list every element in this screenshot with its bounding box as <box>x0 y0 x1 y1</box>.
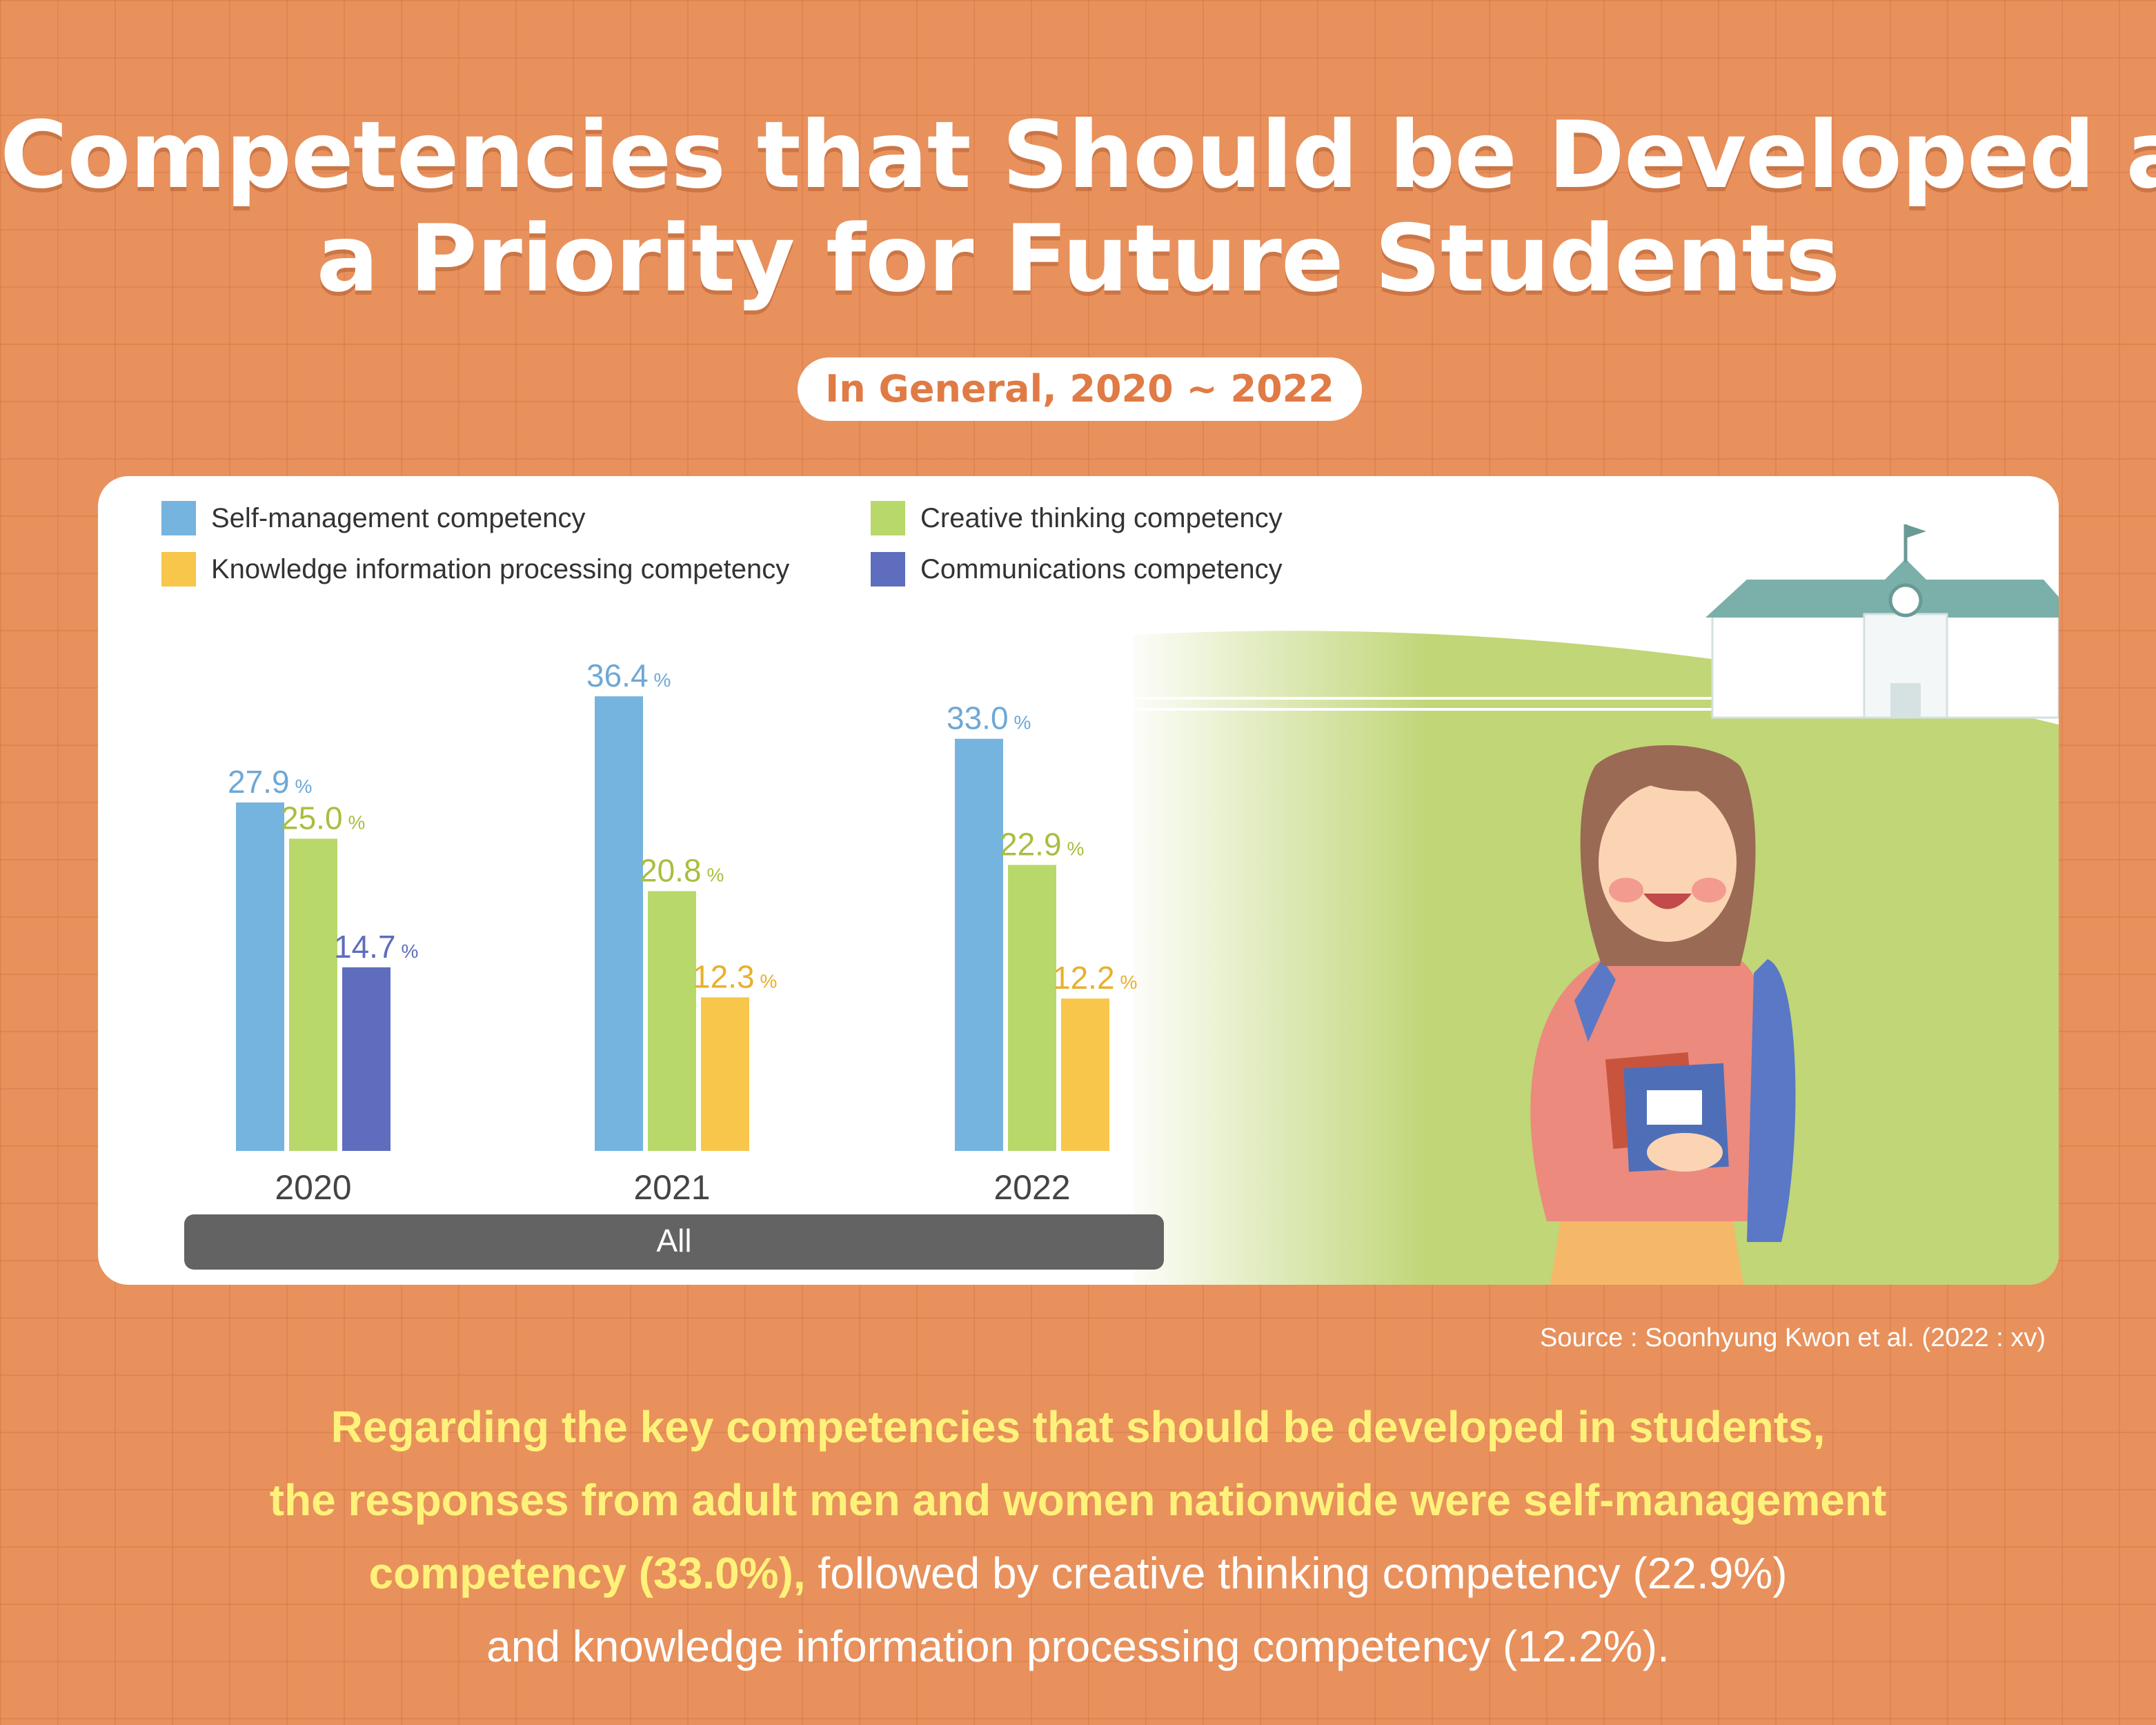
value-label-2020-self-management: 27.9% <box>228 764 312 800</box>
summary-line-3-rest: followed by creative thinking competency… <box>805 1548 1788 1598</box>
illustration-scene: All 27.9 %25.0 % 14.7 % 2020 36.4 % 20.8 % 12.3 % 20… <box>184 524 2059 1285</box>
summary-line-3-highlight: competency (33.0%), <box>368 1548 806 1598</box>
page-title: Competencies that Should be Developed as… <box>0 103 2156 310</box>
bar-2022-knowledge-processing <box>1061 998 1109 1151</box>
summary-line-4: and knowledge information processing com… <box>486 1621 1670 1671</box>
value-label-2021-knowledge-processing: 12.3% <box>693 958 777 994</box>
bar-2022-self-management <box>955 738 1003 1151</box>
legend-swatch-creative-thinking <box>871 501 905 535</box>
bar-2021-knowledge-processing <box>701 997 749 1151</box>
value-label-2021-creative-thinking: 20.8% <box>640 853 724 889</box>
chart-panel: All 27.9% 25.0% 14.7% 2020 36.4% 20.8% 12.3% 20… <box>98 476 2059 1285</box>
value-label-2020-creative-thinking: 25.0% <box>281 800 365 836</box>
summary-text: Regarding the key competencies that shou… <box>0 1390 2156 1683</box>
subtitle-badge: In General, 2020 ~ 2022 <box>798 357 1362 421</box>
group-label-bar <box>184 1214 1164 1270</box>
student-girl-illustration <box>1530 745 1796 1285</box>
group-label: All <box>656 1223 691 1259</box>
value-label-2020-communications: 14.7% <box>334 929 418 965</box>
bar-chart: 27.9 %25.0 % 14.7 % 2020 36.4 % 20.8 % 12.3 % 2021 33… <box>228 658 1137 1207</box>
x-tick-label-2021: 2021 <box>633 1168 710 1207</box>
legend-swatch-knowledge-processing <box>161 552 196 586</box>
legend-swatch-self-management <box>161 501 196 535</box>
summary-line-2: the responses from adult men and women n… <box>269 1475 1887 1525</box>
legend-item-creative-thinking: Creative thinking competency <box>871 501 1283 535</box>
legend-label-self-management: Self-management competency <box>211 502 586 533</box>
legend-item-communications: Communications competency <box>871 552 1283 586</box>
bar-2022-creative-thinking <box>1008 865 1056 1151</box>
legend-item-knowledge-processing: Knowledge information processing compete… <box>161 552 789 586</box>
legend-swatch-communications <box>871 552 905 586</box>
value-label-2022-creative-thinking: 22.9% <box>1000 827 1084 862</box>
school-building-icon <box>1705 524 2059 719</box>
bar-2020-communications <box>342 967 390 1151</box>
value-label-2021-self-management: 36.4% <box>586 658 671 693</box>
bar-2021-self-management <box>595 696 643 1151</box>
bar-2021-creative-thinking <box>648 891 696 1151</box>
x-tick-label-2020: 2020 <box>275 1168 351 1207</box>
legend-label-knowledge-processing: Knowledge information processing compete… <box>211 553 790 584</box>
legend-label-creative-thinking: Creative thinking competency <box>920 502 1283 533</box>
legend-label-communications: Communications competency <box>920 553 1283 584</box>
x-tick-label-2022: 2022 <box>993 1168 1070 1207</box>
fence <box>1133 697 1712 711</box>
value-label-2022-self-management: 33.0% <box>947 700 1031 736</box>
title-line-1: Competencies that Should be Developed as <box>0 101 2156 209</box>
summary-line-1: Regarding the key competencies that shou… <box>330 1402 1826 1452</box>
bar-2020-creative-thinking <box>289 838 337 1151</box>
title-line-2: a Priority for Future Students <box>316 205 1841 313</box>
bar-2020-self-management <box>236 802 284 1151</box>
source-citation: Source : Soonhyung Kwon et al. (2022 : x… <box>1540 1323 2046 1352</box>
legend-item-self-management: Self-management competency <box>161 501 586 535</box>
